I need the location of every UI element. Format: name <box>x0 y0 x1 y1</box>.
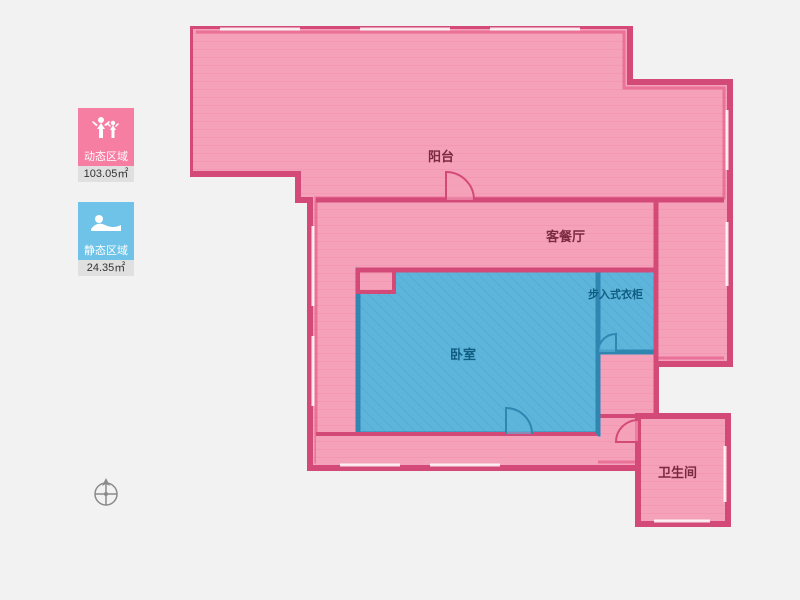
floor-plan: 阳台 客餐厅 卧室 步入式衣柜 卫生间 <box>190 26 760 574</box>
corridor-strip <box>316 434 598 464</box>
legend-dynamic-value: 103.05㎡ <box>78 166 134 182</box>
sleep-icon <box>78 202 134 242</box>
legend-dynamic-label: 动态区域 <box>78 148 134 166</box>
bedroom-zone <box>358 270 598 434</box>
legend-static-label: 静态区域 <box>78 242 134 260</box>
legend-static-value: 24.35㎡ <box>78 260 134 276</box>
people-icon <box>78 108 134 148</box>
legend-dynamic: 动态区域 103.05㎡ <box>78 108 134 182</box>
bathroom-zone <box>638 416 728 524</box>
legend-static: 静态区域 24.35㎡ <box>78 202 134 276</box>
compass-icon <box>90 476 122 508</box>
